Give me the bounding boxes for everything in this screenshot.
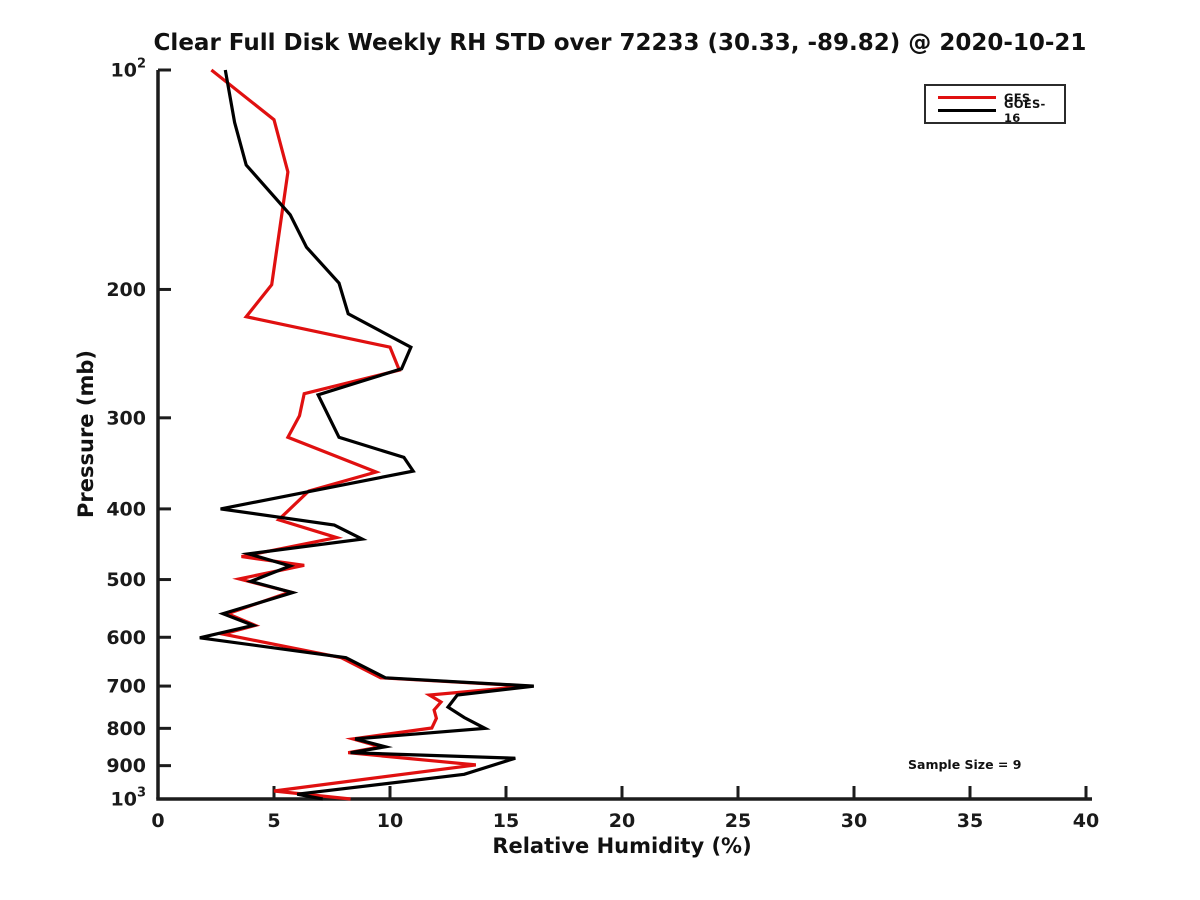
y-tick-label: 200 xyxy=(106,279,146,301)
y-tick-label: 103 xyxy=(111,786,147,811)
goes16-line-swatch xyxy=(938,109,996,112)
x-tick-label: 20 xyxy=(609,810,635,832)
x-tick-label: 40 xyxy=(1073,810,1099,832)
legend-label-gfs: GFS xyxy=(1004,90,1031,105)
x-tick-label: 15 xyxy=(493,810,519,832)
legend-item-gfs: GFS xyxy=(938,90,1057,105)
x-tick-label: 10 xyxy=(377,810,403,832)
y-tick-label: 800 xyxy=(106,718,146,740)
y-tick-label: 600 xyxy=(106,627,146,649)
x-tick-label: 0 xyxy=(151,810,164,832)
y-tick-label: 400 xyxy=(106,498,146,520)
legend: GFS GOES-16 xyxy=(924,84,1066,125)
chart-title: Clear Full Disk Weekly RH STD over 72233… xyxy=(153,30,1087,56)
y-tick-label: 700 xyxy=(106,676,146,698)
x-tick-label: 35 xyxy=(957,810,983,832)
y-tick-label: 500 xyxy=(106,569,146,591)
gfs-line-swatch xyxy=(938,96,996,99)
sample-size-annotation: Sample Size = 9 xyxy=(908,757,1022,772)
legend-label-goes16: GOES-16 xyxy=(1004,96,1046,125)
y-tick-label: 102 xyxy=(111,57,147,82)
x-tick-label: 5 xyxy=(267,810,280,832)
x-tick-label: 25 xyxy=(725,810,751,832)
x-axis-label: Relative Humidity (%) xyxy=(492,834,752,858)
x-tick-label: 30 xyxy=(841,810,867,832)
y-tick-label: 300 xyxy=(106,407,146,429)
legend-item-goes16: GOES-16 xyxy=(938,97,1057,125)
series-line-goes-16 xyxy=(199,69,534,801)
y-tick-label: 900 xyxy=(106,755,146,777)
